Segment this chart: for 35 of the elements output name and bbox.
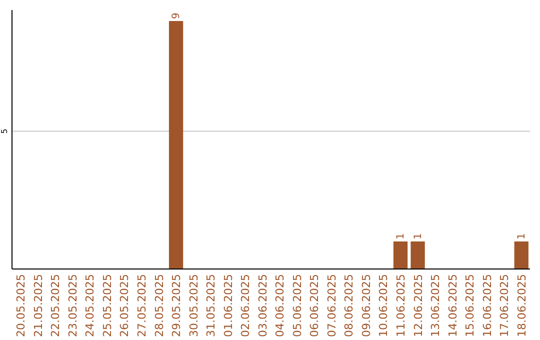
- x-tick-label: 17.06.2025: [498, 274, 512, 337]
- x-tick-label: 23.05.2025: [66, 274, 80, 337]
- x-tick-label: 30.05.2025: [187, 274, 200, 337]
- x-tick-label: 21.05.2025: [32, 274, 45, 337]
- x-tick-label: 07.06.2025: [325, 274, 338, 337]
- data-label: 1: [516, 233, 528, 240]
- x-tick-label: 31.05.2025: [204, 274, 218, 337]
- x-tick-label: 14.06.2025: [446, 274, 460, 337]
- x-tick-label: 03.06.2025: [256, 274, 270, 337]
- x-tick-label: 16.06.2025: [480, 274, 494, 337]
- x-tick-label: 26.05.2025: [118, 274, 132, 337]
- x-tick-label: 20.05.2025: [14, 274, 28, 337]
- x-tick-label: 29.05.2025: [170, 274, 184, 337]
- x-tick-label: 05.06.2025: [290, 274, 304, 337]
- data-label: 9: [171, 12, 182, 20]
- x-tick-label: 10.06.2025: [377, 274, 390, 337]
- data-label: 1: [396, 233, 406, 240]
- x-tick-label: 09.06.2025: [360, 274, 373, 337]
- x-tick-label: 11.06.2025: [394, 274, 408, 337]
- x-tick-label: 22.05.2025: [49, 274, 62, 337]
- x-tick-label: 08.06.2025: [342, 274, 356, 337]
- x-tick-label: 28.05.2025: [152, 274, 166, 337]
- data-label: 1: [412, 233, 424, 240]
- y-tick-label: 5: [0, 128, 9, 134]
- x-tick-label: 27.05.2025: [136, 274, 148, 337]
- x-tick-label: 12.06.2025: [412, 274, 425, 337]
- x-tick-label: 13.06.2025: [429, 274, 442, 337]
- x-tick-label: 02.06.2025: [239, 274, 252, 337]
- x-tick-label: 24.05.2025: [84, 274, 97, 337]
- x-tick-label: 01.06.2025: [222, 274, 235, 337]
- x-tick-label: 25.05.2025: [100, 274, 114, 337]
- x-tick-label: 04.06.2025: [274, 274, 287, 337]
- x-tick-label: 06.06.2025: [308, 274, 322, 337]
- x-tick-label: 18.06.2025: [515, 274, 528, 337]
- x-tick-label: 15.06.2025: [464, 274, 477, 337]
